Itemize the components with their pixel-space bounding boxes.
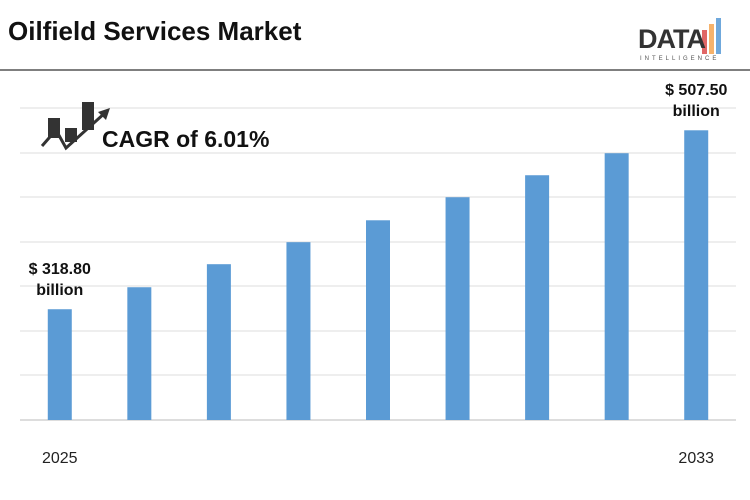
x-tick-label: 2025 [41,450,78,467]
logo: DATA [638,24,706,54]
bar [445,197,470,420]
bar [604,153,629,420]
bar [47,309,72,420]
bar [366,220,390,420]
bar [525,175,550,420]
x-tick-label: 2033 [678,450,715,467]
bar [127,287,152,420]
annotation: CAGR of 6.01% [102,126,270,152]
value-label: $ 318.80 billion [28,261,91,300]
bar [206,264,231,420]
cagr-icon [40,102,110,151]
value-label: $ 507.50 billion [665,82,728,121]
bar [684,130,709,421]
logo-subtext: INTELLIGENCE [640,56,720,62]
logo-icon [702,18,721,54]
bar [286,242,311,420]
chart-title: Oilfield Services Market [8,16,302,46]
